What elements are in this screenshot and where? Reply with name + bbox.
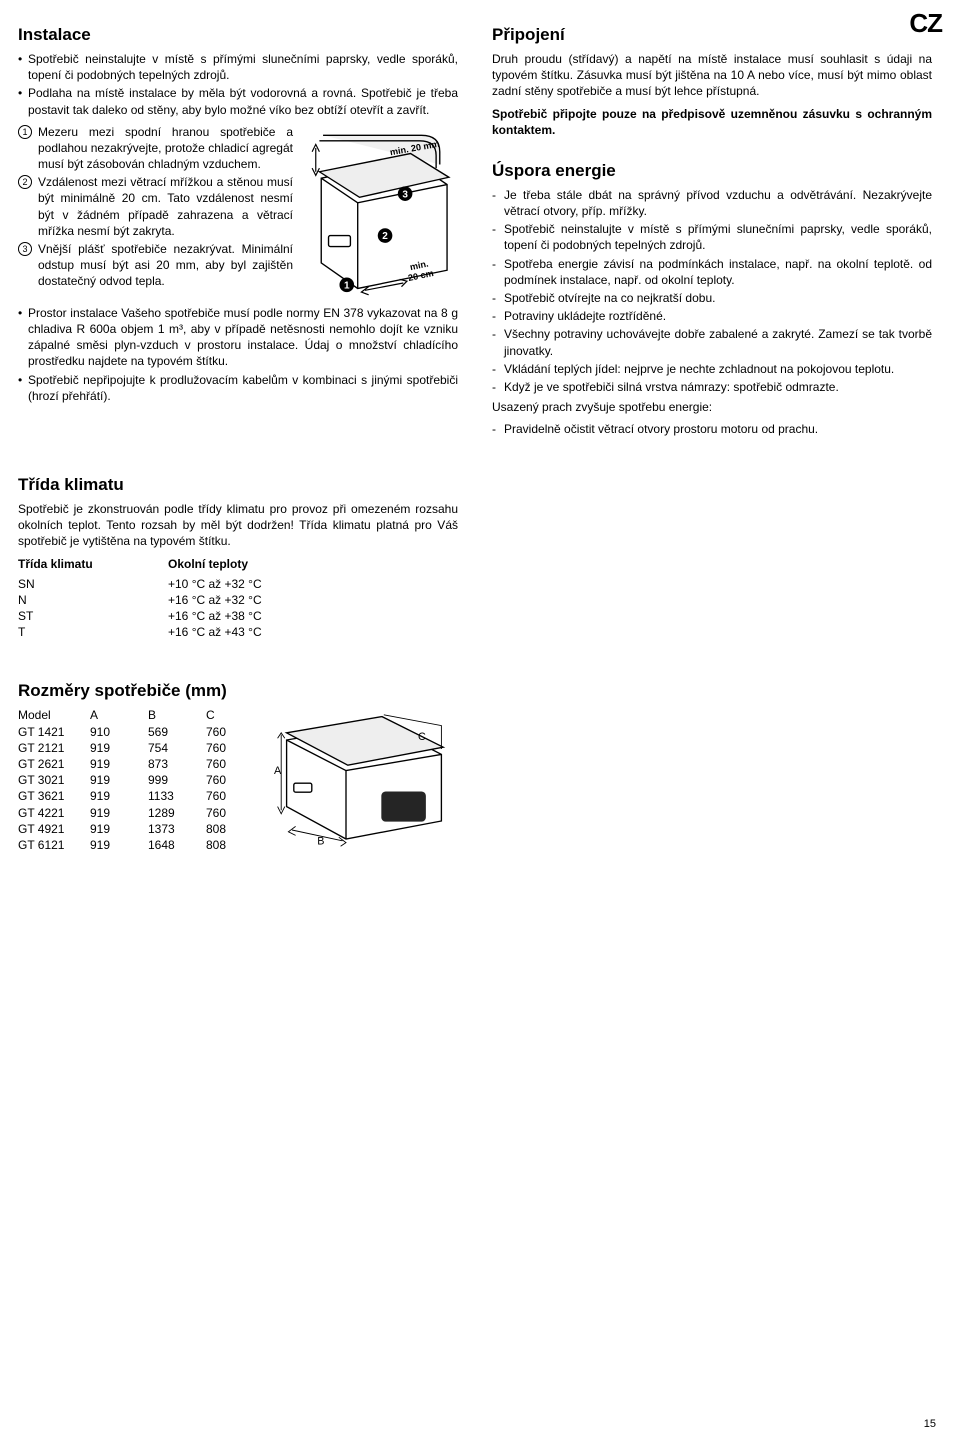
uspora-footer-line: Usazený prach zvyšuje spotřebu energie:: [492, 399, 932, 415]
dims-cell: 754: [148, 740, 206, 756]
dash-item: Spotřebič otvírejte na co nejkratší dobu…: [492, 290, 932, 306]
num-text: Vnější plášť spotřebiče nezakrývat. Mini…: [38, 241, 293, 290]
dim-label-b: B: [317, 836, 324, 848]
num-item: 1 Mezeru mezi spodní hranou spotřebiče a…: [18, 124, 293, 173]
dims-head: B: [148, 707, 206, 723]
circled-1-icon: 1: [18, 125, 32, 139]
page-number: 15: [924, 1417, 936, 1432]
num-text: Mezeru mezi spodní hranou spotřebiče a p…: [38, 124, 293, 173]
country-code: CZ: [909, 6, 942, 41]
heading-rozmery: Rozměry spotřebiče (mm): [18, 680, 458, 703]
main-columns: Instalace Spotřebič neinstalujte v místě…: [18, 18, 932, 853]
dash-item: Spotřeba energie závisí na podmínkách in…: [492, 256, 932, 288]
right-column: Připojení Druh proudu (střídavý) a napět…: [492, 18, 932, 853]
svg-text:3: 3: [402, 189, 408, 200]
climate-cell: +16 °C až +32 °C: [168, 592, 458, 608]
dims-cell: 919: [90, 788, 148, 804]
dash-item: Když je ve spotřebiči silná vrstva námra…: [492, 379, 932, 395]
circled-2-icon: 2: [18, 175, 32, 189]
dims-cell: GT 1421: [18, 724, 90, 740]
left-column: Instalace Spotřebič neinstalujte v místě…: [18, 18, 458, 853]
dim-label-a: A: [274, 766, 282, 778]
dims-cell: GT 3021: [18, 772, 90, 788]
dash-item: Potraviny ukládejte roztříděné.: [492, 308, 932, 324]
dims-cell: GT 4921: [18, 821, 90, 837]
dims-cell: 919: [90, 837, 148, 853]
dims-cell: 760: [206, 740, 254, 756]
svg-text:2: 2: [382, 231, 388, 242]
dims-cell: 919: [90, 756, 148, 772]
dash-item: Spotřebič neinstalujte v místě s přímými…: [492, 221, 932, 253]
svg-text:1: 1: [344, 280, 350, 291]
dims-cell: 760: [206, 772, 254, 788]
dims-cell: 919: [90, 740, 148, 756]
dims-cell: 808: [206, 821, 254, 837]
dims-head: A: [90, 707, 148, 723]
num-item: 2 Vzdálenost mezi větrací mřížkou a stěn…: [18, 174, 293, 239]
instalace-bullets-after: Prostor instalace Vašeho spotřebiče musí…: [18, 305, 458, 404]
num-item: 3 Vnější plášť spotřebiče nezakrývat. Mi…: [18, 241, 293, 290]
heading-uspora: Úspora energie: [492, 160, 932, 183]
dims-cell: 760: [206, 805, 254, 821]
dims-cell: 999: [148, 772, 206, 788]
dims-cell: 760: [206, 724, 254, 740]
climate-cell: +16 °C až +43 °C: [168, 624, 458, 640]
dims-cell: 760: [206, 788, 254, 804]
instalace-bullets: Spotřebič neinstalujte v místě s přímými…: [18, 51, 458, 118]
bullet: Podlaha na místě instalace by měla být v…: [18, 85, 458, 117]
dims-cell: 760: [206, 756, 254, 772]
dash-item: Všechny potraviny uchovávejte dobře zaba…: [492, 326, 932, 358]
climate-cell: +10 °C až +32 °C: [168, 576, 458, 592]
dims-cell: 919: [90, 805, 148, 821]
dims-cell: 919: [90, 821, 148, 837]
dims-cell: 873: [148, 756, 206, 772]
dims-head: Model: [18, 707, 90, 723]
dims-cell: 808: [206, 837, 254, 853]
heading-pripojeni: Připojení: [492, 24, 932, 47]
dims-cell: 569: [148, 724, 206, 740]
pripojeni-p1: Druh proudu (střídavý) a napětí na místě…: [492, 51, 932, 100]
dash-item: Vkládání teplých jídel: nejprve je necht…: [492, 361, 932, 377]
dims-cell: 910: [90, 724, 148, 740]
pripojeni-p2: Spotřebič připojte pouze na předpisově u…: [492, 106, 932, 138]
bullet: Spotřebič neinstalujte v místě s přímými…: [18, 51, 458, 83]
figure-dimensions-icon: A B C: [274, 713, 454, 848]
climate-cell: T: [18, 624, 168, 640]
bullet: Spotřebič nepřipojujte k prodlužovacím k…: [18, 372, 458, 404]
dims-head: C: [206, 707, 254, 723]
uspora-footer-list: Pravidelně očistit větrací otvory prosto…: [492, 421, 932, 437]
num-text: Vzdálenost mezi větrací mřížkou a stěnou…: [38, 174, 293, 239]
dash-item: Pravidelně očistit větrací otvory prosto…: [492, 421, 932, 437]
dims-cell: 1648: [148, 837, 206, 853]
dimensions-wrap: Model A B C GT 1421910569760 GT 21219197…: [18, 707, 458, 853]
climate-table: Třída klimatu Okolní teploty SN+10 °C až…: [18, 556, 458, 641]
heading-trida: Třída klimatu: [18, 474, 458, 497]
dims-cell: 919: [90, 772, 148, 788]
dim-label-c: C: [418, 731, 426, 743]
dims-cell: 1133: [148, 788, 206, 804]
dimensions-table: Model A B C GT 1421910569760 GT 21219197…: [18, 707, 254, 853]
climate-cell: ST: [18, 608, 168, 624]
dims-cell: GT 6121: [18, 837, 90, 853]
dims-cell: GT 4221: [18, 805, 90, 821]
climate-cell: +16 °C až +38 °C: [168, 608, 458, 624]
trida-intro: Spotřebič je zkonstruován podle třídy kl…: [18, 501, 458, 550]
figure-installation-icon: 1 2 3 min. 20 mm min. 20 cm: [303, 128, 458, 301]
climate-cell: N: [18, 592, 168, 608]
uspora-list: Je třeba stále dbát na správný přívod vz…: [492, 187, 932, 395]
dash-item: Je třeba stále dbát na správný přívod vz…: [492, 187, 932, 219]
heading-instalace: Instalace: [18, 24, 458, 47]
dims-cell: GT 3621: [18, 788, 90, 804]
dims-cell: GT 2621: [18, 756, 90, 772]
climate-head-b: Okolní teploty: [168, 556, 458, 572]
climate-head-a: Třída klimatu: [18, 556, 168, 572]
bullet: Prostor instalace Vašeho spotřebiče musí…: [18, 305, 458, 370]
dims-cell: GT 2121: [18, 740, 90, 756]
dims-cell: 1373: [148, 821, 206, 837]
circled-3-icon: 3: [18, 242, 32, 256]
climate-cell: SN: [18, 576, 168, 592]
dims-cell: 1289: [148, 805, 206, 821]
